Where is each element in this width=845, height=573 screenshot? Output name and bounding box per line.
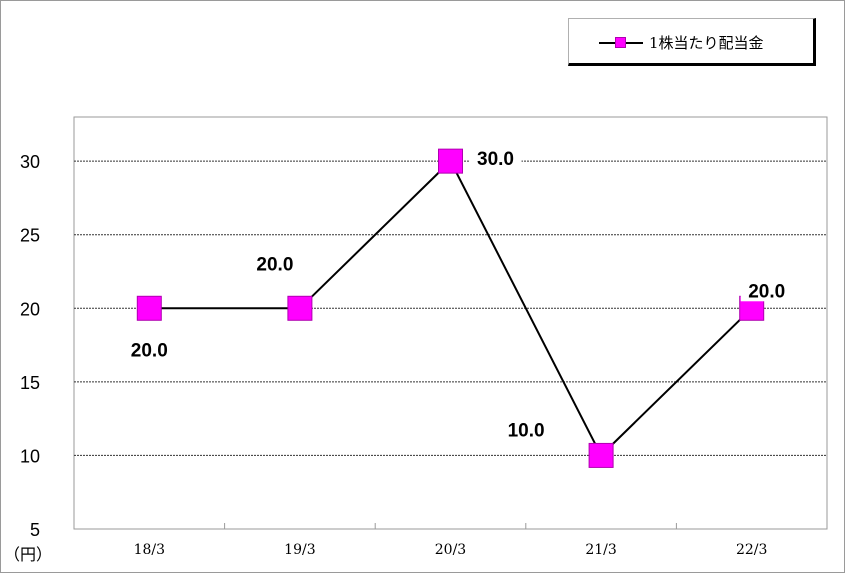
x-tick-label: 22/3 [736,542,767,558]
y-tick-label: 20 [20,299,40,319]
data-label: 20.0 [131,340,168,361]
data-point-marker [588,442,614,468]
x-tick-label: 20/3 [435,542,466,558]
data-label: 30.0 [477,149,514,170]
data-label: 10.0 [508,420,545,441]
legend-label: 1株当たり配当金 [649,34,764,52]
data-label-background [248,250,301,275]
y-axis-ticks: 5 10 15 20 25 30 [20,152,40,540]
data-label-background [740,277,793,302]
data-point-marker [287,295,313,321]
data-label: 20.0 [256,254,293,275]
y-axis-unit: （円） [4,545,52,564]
x-tick-label: 18/3 [134,542,165,558]
x-axis-ticks: 18/3 19/3 20/3 21/3 22/3 [134,523,767,558]
y-tick-label: 15 [20,373,40,393]
data-label: 20.0 [748,281,785,302]
data-label-background [500,416,553,441]
data-point-marker [136,295,162,321]
legend: 1株当たり配当金 [568,18,816,66]
data-labels: 20.0 20.0 30.0 10.0 20.0 [123,145,793,441]
data-label-background [469,145,522,170]
y-tick-label: 30 [20,152,40,172]
x-tick-label: 19/3 [284,542,315,558]
plot-area [73,116,828,530]
legend-marker-icon [615,37,626,48]
data-label-background [123,336,176,361]
x-tick-label: 21/3 [585,542,616,558]
data-point-marker [438,148,463,174]
y-tick-label: 25 [20,226,40,246]
y-tick-label: 5 [30,520,40,540]
y-tick-label: 10 [20,446,40,466]
